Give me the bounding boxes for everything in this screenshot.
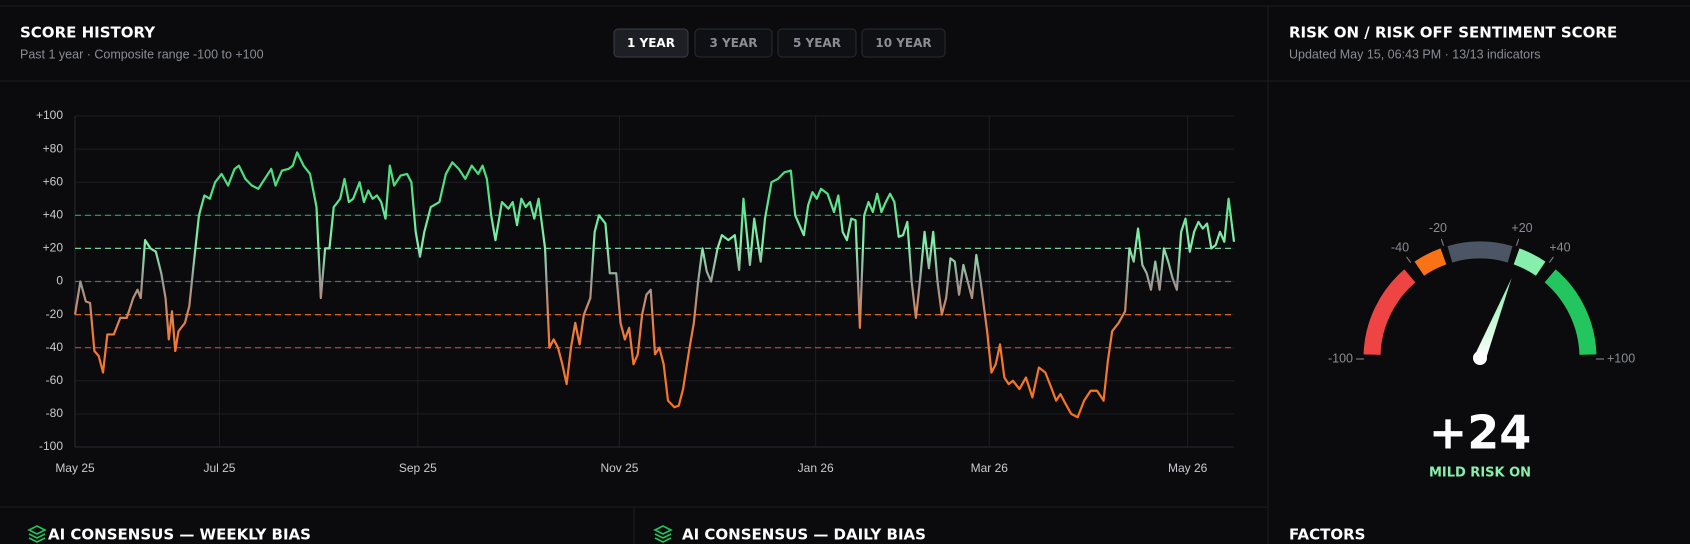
gauge-tick [1406,256,1412,263]
gauge-value: +24 [1429,406,1532,460]
layers-icon [27,525,47,543]
x-tick-label: May 26 [1168,461,1208,475]
gauge-subtitle: Updated May 15, 06:43 PM · 13/13 indicat… [1289,47,1541,61]
y-tick-label: +20 [43,241,64,255]
gauge-tick-label: +100 [1607,351,1635,365]
y-tick-label: -100 [39,439,63,453]
gauge-band [1513,248,1546,276]
chart-subtitle: Past 1 year · Composite range -100 to +1… [20,47,264,61]
gauge-tick-label: -100 [1328,351,1353,365]
gauge-tick [1548,256,1554,263]
button-label: 1 YEAR [627,36,675,50]
gauge-tick [1440,238,1445,246]
panel-title: AI CONSENSUS — DAILY BIAS [682,526,926,544]
gauge-status: MILD RISK ON [1429,466,1531,481]
needle-hub [1473,351,1487,365]
range-button[interactable]: 10 YEAR [861,28,946,58]
x-tick-label: Mar 26 [971,461,1009,475]
gauge-title: RISK ON / RISK OFF SENTIMENT SCORE [1289,24,1617,42]
y-tick-label: +80 [43,141,64,155]
layers-icon [653,525,673,543]
button-label: 5 YEAR [793,36,841,50]
panel-title: FACTORS [1289,526,1365,544]
x-tick-label: Nov 25 [600,461,638,475]
x-tick-label: May 25 [55,461,95,475]
score-line [73,151,1236,419]
range-button[interactable]: 3 YEAR [694,28,773,58]
gauge-band [1414,248,1447,276]
chart-title: SCORE HISTORY [20,24,156,42]
gauge-tick-label: +40 [1549,240,1570,254]
button-bg [613,28,689,58]
button-bg [694,28,773,58]
x-tick-label: Jan 26 [798,461,834,475]
x-tick-label: Sep 25 [399,461,437,475]
gauge-band [1544,269,1597,356]
y-tick-label: -20 [46,307,64,321]
y-tick-label: +40 [43,207,64,221]
y-tick-label: 0 [56,274,63,288]
gauge-tick [1515,238,1520,246]
range-button[interactable]: 1 YEAR [613,28,689,58]
button-bg [861,28,946,58]
button-bg [777,28,857,58]
gauge-tick-label: -20 [1429,221,1447,235]
panel-title: AI CONSENSUS — WEEKLY BIAS [48,526,311,544]
y-tick-label: +60 [43,174,64,188]
y-tick-label: -80 [46,406,64,420]
gauge-needle [1474,278,1512,361]
gauge-band [1363,269,1416,356]
button-label: 10 YEAR [875,36,931,50]
button-label: 3 YEAR [710,36,758,50]
gauge-band [1447,241,1513,263]
range-button[interactable]: 5 YEAR [777,28,857,58]
gauge-tick-label: -40 [1391,240,1409,254]
y-tick-label: -40 [46,340,64,354]
y-tick-label: +100 [36,108,63,122]
x-tick-label: Jul 25 [203,461,235,475]
gauge-tick-label: +20 [1511,221,1532,235]
y-tick-label: -60 [46,373,64,387]
